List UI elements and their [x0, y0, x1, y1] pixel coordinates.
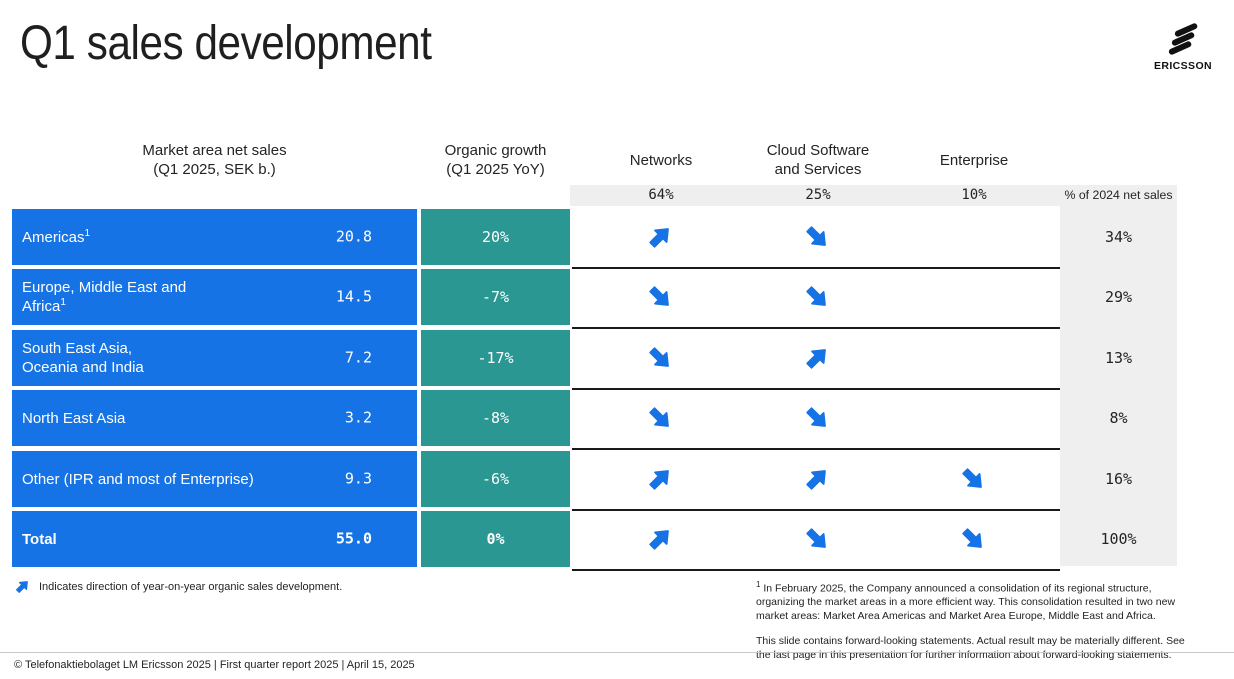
market-area-cell: North East Asia 3.2 [12, 390, 417, 446]
ericsson-logo: ERICSSON [1152, 22, 1214, 73]
footnotes: 1 In February 2025, the Company announce… [756, 580, 1186, 663]
networks-trend-arrow-icon [646, 283, 674, 311]
cloud-trend-arrow-icon [803, 465, 831, 493]
share-column-header: % of 2024 net sales [1064, 188, 1173, 202]
share-of-net-sales: 16% [1104, 470, 1133, 488]
row-separator [572, 509, 1060, 511]
share-column-background [1060, 185, 1177, 566]
net-sales-value: 14.5 [335, 287, 372, 306]
market-area-cell: Other (IPR and most of Enterprise) 9.3 [12, 451, 417, 507]
footnote-regional-structure: 1 In February 2025, the Company announce… [756, 580, 1176, 623]
footnote-forward-looking: This slide contains forward-looking stat… [756, 635, 1185, 662]
table-row: Europe, Middle East and Africa1 14.5 -7%… [12, 269, 1177, 329]
row-separator [572, 448, 1060, 450]
table-row: Americas1 20.8 20% 34% [12, 209, 1177, 269]
share-of-net-sales: 100% [1100, 530, 1137, 548]
page-title: Q1 sales development [20, 17, 432, 70]
brand-name: ERICSSON [1153, 60, 1213, 73]
header-networks: Networks [629, 152, 693, 169]
networks-trend-arrow-icon [646, 404, 674, 432]
footer-divider [0, 652, 1234, 653]
share-of-net-sales: 34% [1104, 228, 1133, 246]
table-row-total: Total 55.0 0% 100% [12, 511, 1177, 571]
networks-trend-arrow-icon [646, 465, 674, 493]
organic-growth-cell: -7% [421, 269, 570, 325]
table-row: Other (IPR and most of Enterprise) 9.3 -… [12, 451, 1177, 511]
organic-growth-cell: -8% [421, 390, 570, 446]
networks-trend-arrow-icon [646, 223, 674, 251]
share-of-net-sales: 29% [1104, 288, 1133, 306]
networks-trend-arrow-icon [646, 344, 674, 372]
market-area-cell: Americas1 20.8 [12, 209, 417, 265]
header-enterprise: Enterprise [939, 152, 1009, 169]
sales-table: Americas1 20.8 20% 34% Europe, Middle Ea… [12, 209, 1177, 571]
net-sales-value: 9.3 [344, 469, 372, 488]
cloud-mix: 25% [805, 187, 831, 203]
organic-growth-cell: 0% [421, 511, 570, 567]
organic-growth-cell: -6% [421, 451, 570, 507]
market-area-cell: Total 55.0 [12, 511, 417, 567]
cloud-trend-arrow-icon [803, 525, 831, 553]
enterprise-trend-arrow-icon [959, 525, 987, 553]
header-market-area: Market area net sales (Q1 2025, SEK b.) [142, 142, 287, 178]
organic-growth-cell: 20% [421, 209, 570, 265]
ericsson-logo-icon [1167, 22, 1199, 55]
net-sales-value: 20.8 [335, 227, 372, 246]
footer-text: © Telefonaktiebolaget LM Ericsson 2025 |… [14, 659, 415, 671]
legend-arrow-icon [14, 578, 31, 595]
legend-text: Indicates direction of year-on-year orga… [39, 580, 343, 593]
cloud-trend-arrow-icon [803, 223, 831, 251]
cloud-trend-arrow-icon [803, 283, 831, 311]
table-row: North East Asia 3.2 -8% 8% [12, 390, 1177, 450]
networks-trend-arrow-icon [646, 525, 674, 553]
market-area-cell: Europe, Middle East and Africa1 14.5 [12, 269, 417, 325]
header-organic-growth: Organic growth (Q1 2025 YoY) [444, 142, 547, 178]
segment-mix-band: 64% 25% 10% % of 2024 net sales [570, 185, 1177, 206]
row-separator [572, 569, 1060, 571]
networks-mix: 64% [648, 187, 674, 203]
table-row: South East Asia, Oceania and India 7.2 -… [12, 330, 1177, 390]
arrow-legend: Indicates direction of year-on-year orga… [14, 578, 342, 595]
row-separator [572, 327, 1060, 329]
net-sales-value: 55.0 [335, 529, 372, 548]
cloud-trend-arrow-icon [803, 404, 831, 432]
market-area-cell: South East Asia, Oceania and India 7.2 [12, 330, 417, 386]
cloud-trend-arrow-icon [803, 344, 831, 372]
row-separator [572, 388, 1060, 390]
header-cloud-software: Cloud Software and Services [766, 142, 870, 178]
row-separator [572, 267, 1060, 269]
share-of-net-sales: 8% [1109, 409, 1128, 427]
organic-growth-cell: -17% [421, 330, 570, 386]
net-sales-value: 3.2 [344, 408, 372, 427]
net-sales-value: 7.2 [344, 348, 372, 367]
enterprise-trend-arrow-icon [959, 465, 987, 493]
share-of-net-sales: 13% [1104, 349, 1133, 367]
enterprise-mix: 10% [961, 187, 987, 203]
